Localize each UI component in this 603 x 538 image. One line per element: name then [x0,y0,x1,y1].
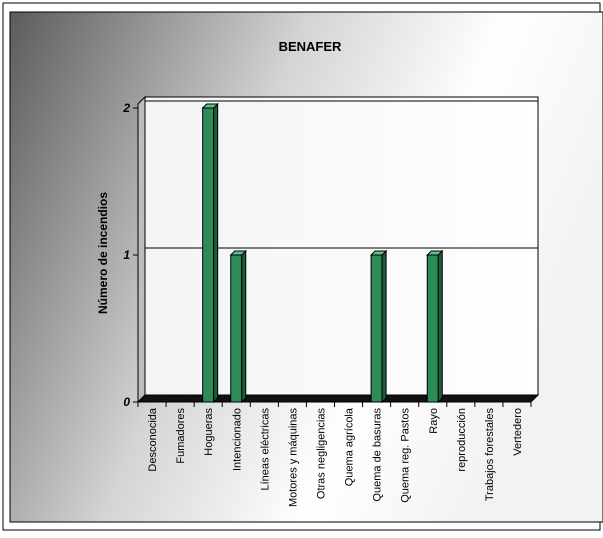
x-tick-label: Quema agrícola [344,407,356,486]
bar-top [229,250,247,256]
x-tick-label: Líneas eléctricas [259,408,271,491]
x-tick-label: Rayo [428,408,440,434]
x-tick-label: Fumadores [175,408,187,464]
y-tick-label: 2 [122,101,130,115]
bar-front [202,107,215,403]
x-tick-label: Desconocida [147,407,159,471]
x-tick-label: Motores y máquinas [287,408,299,508]
bar-side [437,249,443,404]
x-tick-label: Vertedero [512,408,524,456]
x-tick-label: reproducción [456,408,468,472]
plot-floor [136,394,540,403]
bar-side [241,249,247,404]
x-tick-label: Hogueras [203,408,215,456]
bar-top [426,250,444,256]
x-tick-label: Otras negligencias [315,408,327,500]
y-tick-label: 0 [123,395,130,409]
x-tick-label: Trabajos forestales [484,408,496,502]
bar-front [370,254,383,403]
x-tick-label: Intencionado [231,408,243,471]
bar-quema-de-basuras [369,249,388,404]
bar-top [369,250,388,256]
y-axis-ticks: 0 1 2 [122,101,138,409]
bar-rayo [426,249,444,404]
bar-side [381,249,387,404]
bar-intencionado [229,249,247,404]
chart-title: BENAFER [279,39,342,54]
bar-side [213,102,219,404]
x-tick-label: Quema reg. Pastos [400,408,412,503]
bar-front [426,254,439,403]
x-axis-ticks: Desconocida Fumadores Hogueras Intencionado… [137,402,532,508]
bar-hogueras [201,102,219,404]
plot-side-wall [137,95,146,404]
bar-top [201,103,219,109]
y-axis-label: Número de incendios [96,192,110,314]
bar-front [230,254,243,403]
x-tick-label: Quema de basuras [372,408,384,502]
y-tick-label: 1 [123,248,130,262]
bars [201,102,444,404]
